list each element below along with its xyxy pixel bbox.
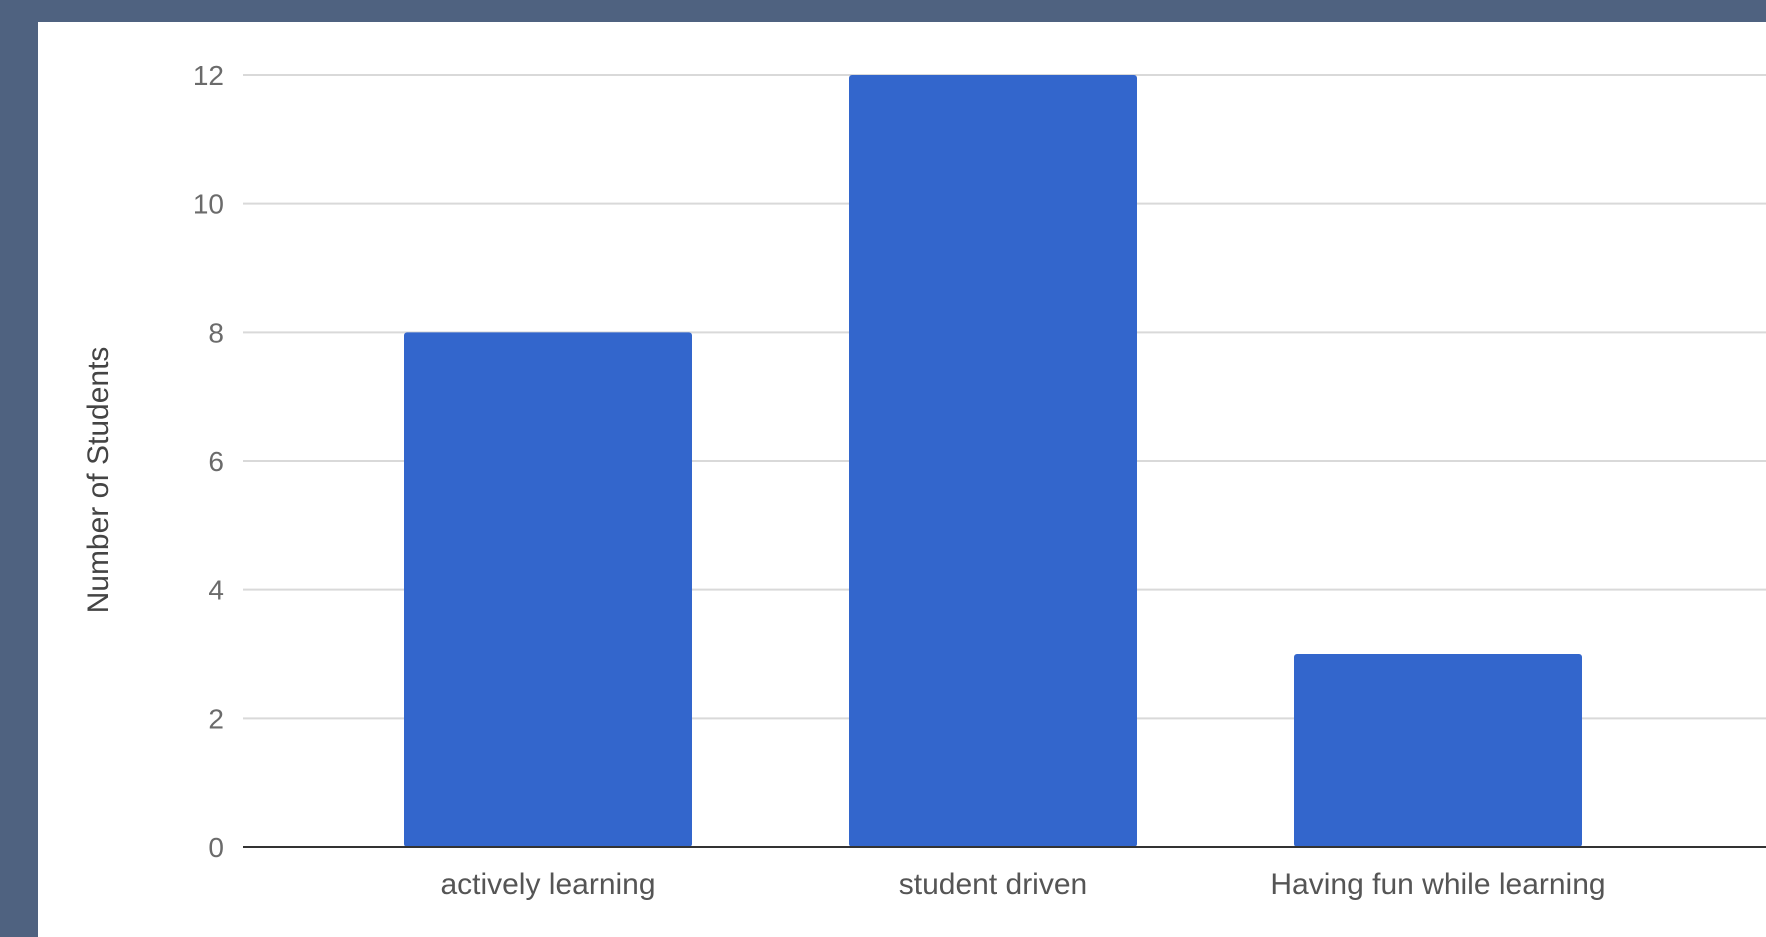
y-tick-labels: 0 2 4 6 8 10 12 <box>193 60 224 863</box>
chart-panel: 0 2 4 6 8 10 12 actively learning student drive… <box>38 22 1766 937</box>
y-tick-label: 10 <box>193 189 224 220</box>
bar <box>404 332 692 847</box>
y-tick-label: 4 <box>208 575 224 606</box>
y-tick-label: 0 <box>208 832 224 863</box>
x-tick-label: actively learning <box>440 868 655 901</box>
y-tick-label: 8 <box>208 317 224 348</box>
y-tick-label: 2 <box>208 703 224 734</box>
x-tick-labels: actively learning student driven Having fu… <box>440 868 1605 901</box>
x-tick-label: student driven <box>899 868 1087 901</box>
y-tick-label: 12 <box>193 60 224 91</box>
bars <box>404 75 1582 847</box>
bar <box>849 75 1137 847</box>
bar-chart: 0 2 4 6 8 10 12 actively learning student drive… <box>82 60 1766 901</box>
x-tick-label: Having fun while learning <box>1270 868 1605 901</box>
bar <box>1294 654 1582 847</box>
y-tick-label: 6 <box>208 446 224 477</box>
y-axis-title: Number of Students <box>82 347 115 614</box>
